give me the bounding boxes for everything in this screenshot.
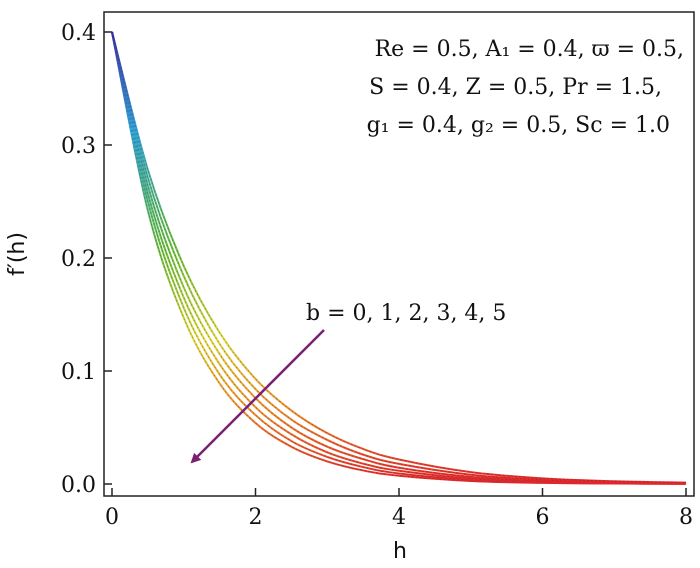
y-tick-label: 0.1 [61,360,96,385]
y-tick-label: 0.2 [61,247,96,272]
y-tick-label: 0.0 [61,473,96,498]
series-line-b4 [111,31,687,485]
x-axis-title: h [393,539,407,564]
parameter-line-2: S = 0.4, Z = 0.5, Pr = 1.5, [369,75,662,100]
series-line-b5 [111,31,687,484]
x-tick-label: 4 [392,505,406,530]
y-tick-label: 0.4 [61,21,96,46]
b-annotation-label: b = 0, 1, 2, 3, 4, 5 [306,301,506,326]
curves [111,31,687,485]
series-dots-b2 [111,31,687,485]
series-dots-b0 [111,31,687,485]
parameter-line-1: Re = 0.5, A₁ = 0.4, ϖ = 0.5, [375,37,684,62]
series-dots-b5 [111,31,687,484]
series-dots-b3 [111,31,687,484]
series-dots-b4 [111,31,687,484]
x-tick-label: 6 [536,505,550,530]
parameter-line-3: g₁ = 0.4, g₂ = 0.5, Sc = 1.0 [367,113,670,138]
y-axis-title: f′(h) [5,232,30,276]
x-tick-label: 8 [679,505,693,530]
series-line-b3 [111,31,687,485]
b-direction-arrow [190,329,325,464]
x-tick-label: 2 [249,505,263,530]
axis-ticks: 0 2 4 6 8 0.0 0.1 0.2 0.3 0.4 [61,21,693,530]
y-tick-label: 0.3 [61,134,96,159]
x-tick-label: 0 [105,505,119,530]
